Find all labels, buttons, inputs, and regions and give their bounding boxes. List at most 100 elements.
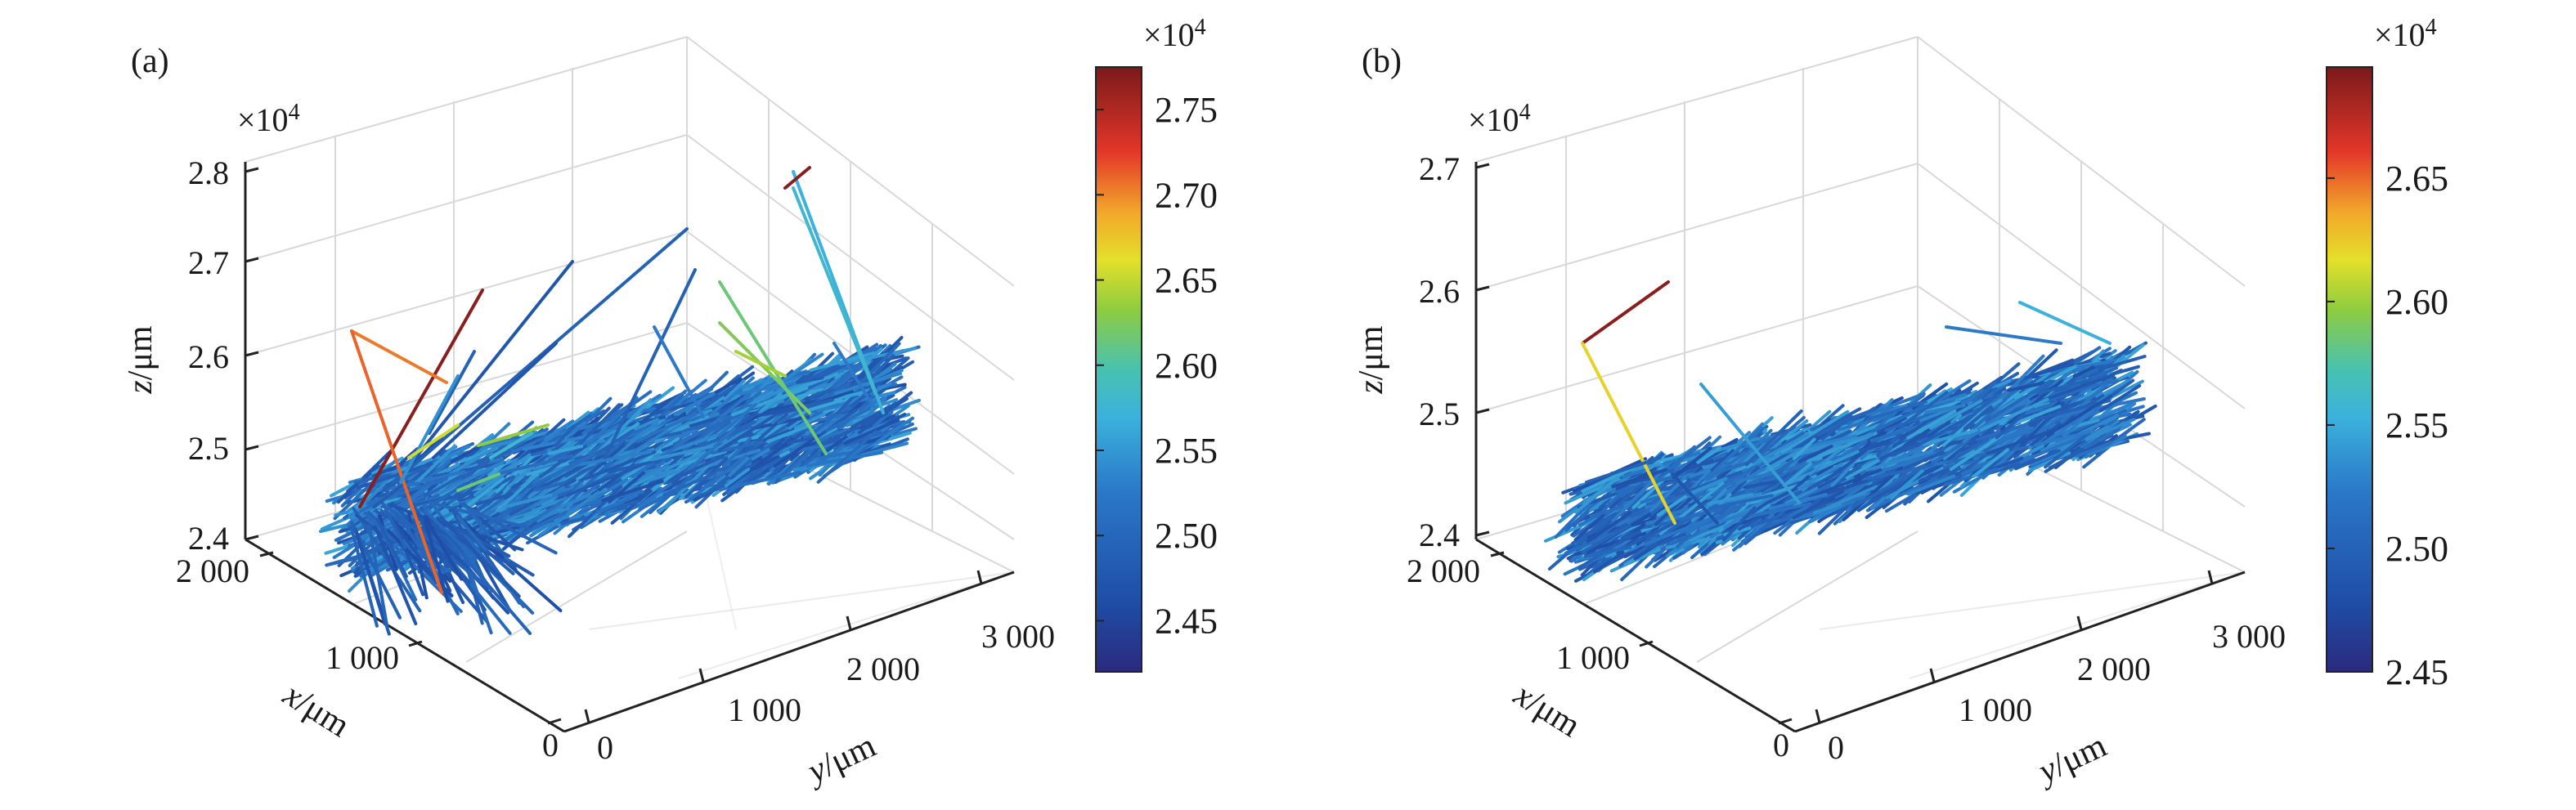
fiber-segment xyxy=(1743,480,1776,490)
colorbar-tick-label: 2.65 xyxy=(1155,261,1218,301)
fiber-segment xyxy=(2084,435,2127,459)
fiber-segment xyxy=(489,432,533,459)
fiber-segment xyxy=(423,508,478,561)
fiber-segment xyxy=(1690,477,1728,495)
fiber-segment xyxy=(1780,409,1850,454)
fiber-segment xyxy=(2044,419,2106,469)
z-tick-label: 2.6 xyxy=(1419,273,1460,310)
fiber-segment xyxy=(854,342,901,391)
fiber-segment xyxy=(410,444,456,490)
colorbar-tick-label: 2.60 xyxy=(2385,282,2448,322)
x-tick-label: 2 000 xyxy=(176,553,249,589)
y-axis-ticks xyxy=(584,570,983,723)
fiber-segment xyxy=(680,427,736,478)
fiber-segment xyxy=(1643,513,1721,546)
fiber-segment xyxy=(716,420,756,439)
fiber-segment xyxy=(849,386,877,408)
z-multiplier: ×104 xyxy=(237,100,300,138)
fiber-segment xyxy=(1696,445,1722,464)
fiber-segment xyxy=(429,458,452,479)
fiber-segment xyxy=(1981,450,2015,480)
fiber-segment xyxy=(1952,436,1990,461)
fiber-segment xyxy=(2035,429,2095,446)
fiber-segment xyxy=(456,515,487,551)
z-tick-label: 2.4 xyxy=(188,520,229,557)
fiber-segment xyxy=(1906,474,1956,496)
fiber-segment xyxy=(838,347,917,366)
fiber-segment xyxy=(1797,445,1833,463)
fiber-segment xyxy=(1830,463,1855,487)
fiber-segment xyxy=(355,531,387,626)
fiber-segment xyxy=(1868,454,1896,482)
fiber-segment xyxy=(2076,409,2127,432)
colorbar-tick-label: 2.45 xyxy=(2385,652,2448,692)
z-axis-label: z/μm xyxy=(1353,325,1390,395)
fiber-segment xyxy=(1589,505,1624,518)
fiber-segment xyxy=(1586,511,1632,544)
fiber-segment xyxy=(1927,420,1951,438)
fiber-segment xyxy=(563,460,612,509)
fiber-segment xyxy=(2098,384,2142,413)
y-tick-label: 1 000 xyxy=(728,691,801,728)
fiber-segment xyxy=(1583,545,1632,558)
fiber-segment xyxy=(816,430,877,484)
fiber-segment xyxy=(456,472,500,492)
fiber-segment xyxy=(2058,405,2094,418)
fiber-segment xyxy=(413,490,482,507)
fiber-segment xyxy=(724,468,751,488)
fiber-segment xyxy=(2007,381,2046,392)
fiber-segment xyxy=(1735,467,1766,486)
fiber-segment xyxy=(792,186,877,394)
z-axis-ticks xyxy=(245,167,259,541)
panel-b: (b) xyxy=(1353,15,2448,792)
fiber-segment xyxy=(1824,458,1856,482)
x-tick-label: 1 000 xyxy=(1556,639,1630,676)
fiber-segment xyxy=(595,495,635,514)
fiber-segment xyxy=(1647,532,1686,550)
fiber-segment xyxy=(1617,482,1645,507)
fiber-segment xyxy=(439,477,505,527)
fiber-segment xyxy=(1679,517,1715,539)
fiber-segment xyxy=(356,462,433,490)
colorbar-multiplier: ×104 xyxy=(1143,15,1206,53)
fiber-segment xyxy=(1899,391,1949,429)
fiber-segment xyxy=(568,485,623,539)
fiber-segment xyxy=(523,435,589,451)
fiber-segment xyxy=(1956,454,1986,477)
fiber-segment xyxy=(438,528,532,635)
fiber-segment xyxy=(1792,490,1845,520)
colorbar-tick-label: 2.75 xyxy=(1155,90,1218,130)
fiber-segment xyxy=(1866,400,1928,421)
y-tick-label: 0 xyxy=(597,729,613,766)
fiber-segment xyxy=(1593,551,1625,574)
fiber-segment xyxy=(1618,520,1680,552)
fiber-segment xyxy=(1924,404,1967,414)
fiber-segment xyxy=(818,450,854,460)
y-axis-ticks xyxy=(1815,570,2214,723)
fiber-segment xyxy=(717,408,785,452)
fiber-segment xyxy=(718,280,828,455)
axis-lines xyxy=(244,162,1015,733)
fiber-segment xyxy=(718,465,747,486)
fiber-segment xyxy=(1611,468,1668,489)
fiber-segment xyxy=(787,372,839,394)
fiber-segment xyxy=(407,423,460,459)
fiber-segment xyxy=(1857,482,1900,512)
fiber-segment xyxy=(647,469,680,482)
fiber-segment xyxy=(1858,441,1892,453)
fiber-segment xyxy=(1812,503,1842,515)
fiber-segment xyxy=(381,502,407,549)
y-tick-label: 0 xyxy=(1828,729,1844,766)
fiber-segment xyxy=(1972,448,2009,478)
fiber-segment xyxy=(350,329,448,384)
fiber-segment xyxy=(796,376,824,384)
colorbar-multiplier: ×104 xyxy=(2374,15,2437,53)
y-tick-label: 2 000 xyxy=(846,651,920,687)
fiber-segment xyxy=(1991,354,2045,409)
z-tick-label: 2.8 xyxy=(188,154,229,191)
fiber-segment xyxy=(495,452,537,494)
fiber-segment xyxy=(728,457,750,477)
fiber-segment xyxy=(1697,502,1746,530)
fiber-segment xyxy=(1922,428,1978,446)
panel-a: (a) xyxy=(122,15,1218,792)
